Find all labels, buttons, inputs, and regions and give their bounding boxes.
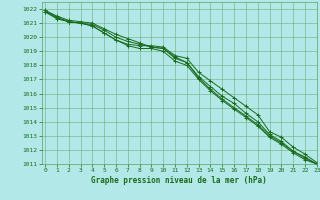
X-axis label: Graphe pression niveau de la mer (hPa): Graphe pression niveau de la mer (hPa) — [91, 176, 267, 185]
